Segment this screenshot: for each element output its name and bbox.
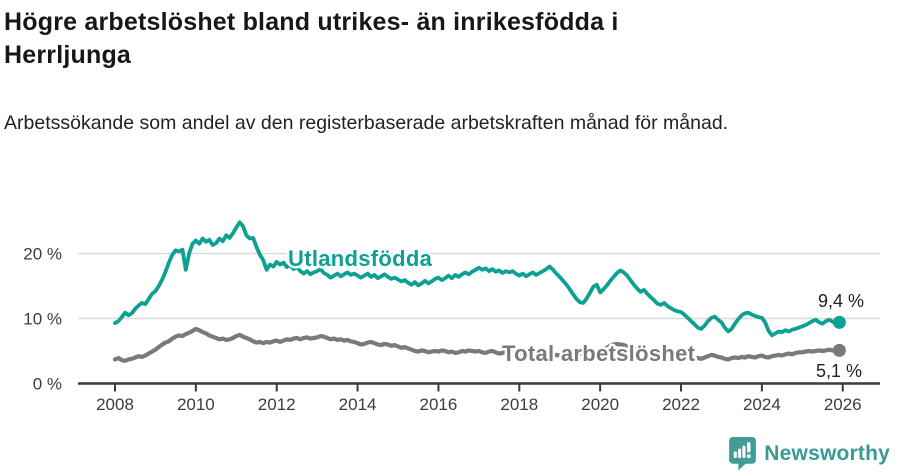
page-title: Högre arbetslöshet bland utrikes- än inr… — [4, 8, 619, 69]
total-unemployment-line — [112, 326, 842, 363]
total-end-value-label: 5,1 % — [816, 361, 862, 381]
y-axis-tick-label: 10 % — [23, 310, 62, 329]
x-axis-tick-label: 2014 — [339, 395, 377, 414]
foreign-born-end-dot — [832, 315, 846, 329]
x-axis-tick-label: 2010 — [177, 395, 215, 414]
x-axis-tick-label: 2020 — [581, 395, 619, 414]
x-axis-tick-label: 2024 — [743, 395, 781, 414]
newsworthy-logo: Newsworthy — [728, 436, 890, 471]
foreign-born-line — [113, 220, 842, 338]
foreign-born-end-value-label: 9,4 % — [818, 291, 864, 311]
x-axis-tick-label: 2008 — [96, 395, 134, 414]
x-axis-tick-label: 2016 — [420, 395, 458, 414]
newsworthy-wordmark: Newsworthy — [764, 441, 890, 465]
foreign-born-series-label: Utlandsfödda — [288, 246, 433, 271]
x-axis-tick-label: 2012 — [258, 395, 296, 414]
y-axis-tick-label: 0 % — [33, 375, 62, 394]
x-axis-tick-label: 2022 — [662, 395, 700, 414]
x-axis-tick-label: 2018 — [500, 395, 538, 414]
chart-subtitle: Arbetssökande som andel av den registerb… — [4, 112, 729, 134]
total-series-label: Total arbetslöshet — [502, 341, 696, 366]
x-axis-tick-label: 2026 — [824, 395, 862, 414]
newsworthy-pin-bar-chart-icon — [729, 437, 757, 471]
total-end-dot — [832, 343, 846, 357]
y-axis-tick-label: 20 % — [23, 245, 62, 264]
